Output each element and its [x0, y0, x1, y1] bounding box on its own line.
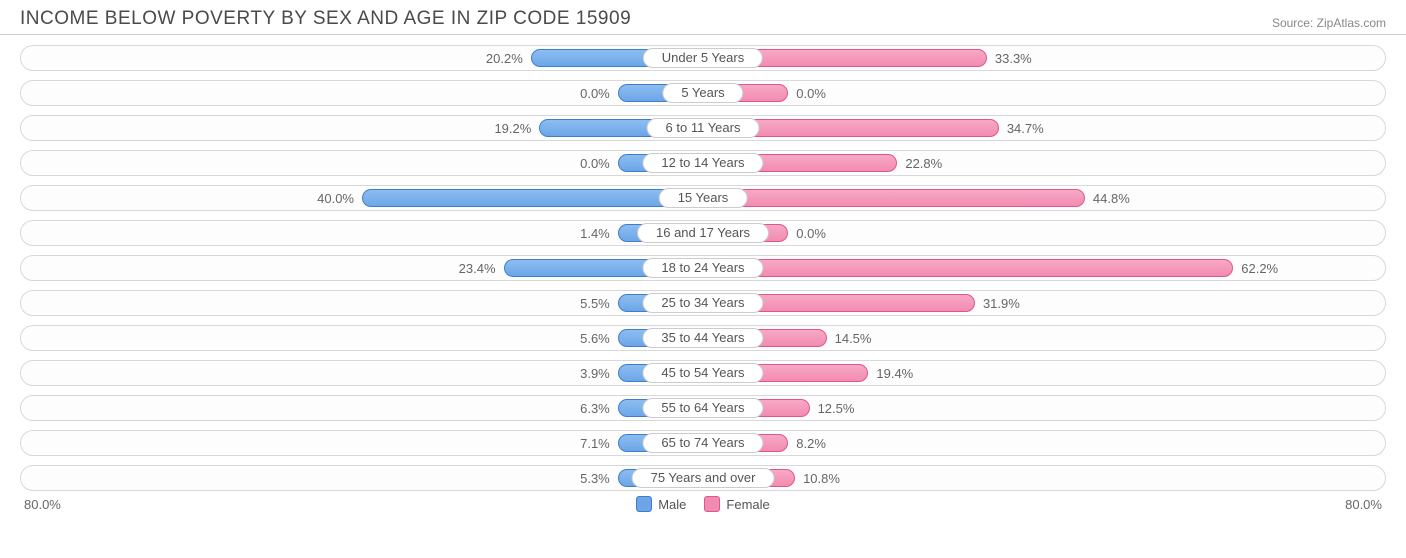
chart-row: 0.0% 22.8% 12 to 14 Years	[20, 150, 1386, 176]
value-label-female: 62.2%	[1241, 256, 1278, 282]
diverging-bar-chart: 20.2% 33.3% Under 5 Years 0.0% 0.0% 5 Years 19…	[0, 35, 1406, 491]
value-label-male: 7.1%	[580, 431, 610, 457]
value-label-female: 34.7%	[1007, 116, 1044, 142]
chart-footer: 80.0% Male Female 80.0%	[0, 496, 1406, 520]
chart-row: 0.0% 0.0% 5 Years	[20, 80, 1386, 106]
legend-swatch-female	[704, 496, 720, 512]
value-label-female: 44.8%	[1093, 186, 1130, 212]
chart-row: 19.2% 34.7% 6 to 11 Years	[20, 115, 1386, 141]
axis-max-right: 80.0%	[1345, 497, 1382, 512]
category-pill: 16 and 17 Years	[637, 223, 769, 243]
bar-female	[703, 189, 1085, 207]
legend-item-female: Female	[704, 496, 769, 512]
value-label-male: 5.3%	[580, 466, 610, 492]
chart-row: 40.0% 44.8% 15 Years	[20, 185, 1386, 211]
chart-row: 1.4% 0.0% 16 and 17 Years	[20, 220, 1386, 246]
category-pill: 55 to 64 Years	[642, 398, 763, 418]
value-label-male: 3.9%	[580, 361, 610, 387]
bar-male	[362, 189, 703, 207]
bar-female	[703, 259, 1233, 277]
value-label-male: 40.0%	[317, 186, 354, 212]
value-label-female: 12.5%	[818, 396, 855, 422]
chart-row: 5.3% 10.8% 75 Years and over	[20, 465, 1386, 491]
chart-row: 23.4% 62.2% 18 to 24 Years	[20, 255, 1386, 281]
category-pill: 75 Years and over	[632, 468, 775, 488]
value-label-female: 14.5%	[835, 326, 872, 352]
chart-row: 20.2% 33.3% Under 5 Years	[20, 45, 1386, 71]
value-label-female: 10.8%	[803, 466, 840, 492]
value-label-male: 0.0%	[580, 151, 610, 177]
legend-label-female: Female	[726, 497, 769, 512]
legend-swatch-male	[636, 496, 652, 512]
chart-row: 6.3% 12.5% 55 to 64 Years	[20, 395, 1386, 421]
legend-item-male: Male	[636, 496, 686, 512]
legend-label-male: Male	[658, 497, 686, 512]
value-label-male: 1.4%	[580, 221, 610, 247]
chart-row: 3.9% 19.4% 45 to 54 Years	[20, 360, 1386, 386]
value-label-female: 19.4%	[876, 361, 913, 387]
category-pill: 45 to 54 Years	[642, 363, 763, 383]
value-label-male: 20.2%	[486, 46, 523, 72]
chart-title: INCOME BELOW POVERTY BY SEX AND AGE IN Z…	[20, 8, 631, 30]
value-label-male: 19.2%	[494, 116, 531, 142]
value-label-female: 8.2%	[796, 431, 826, 457]
value-label-female: 31.9%	[983, 291, 1020, 317]
chart-header: INCOME BELOW POVERTY BY SEX AND AGE IN Z…	[0, 0, 1406, 35]
category-pill: 6 to 11 Years	[647, 118, 760, 138]
category-pill: Under 5 Years	[643, 48, 763, 68]
value-label-male: 0.0%	[580, 81, 610, 107]
value-label-female: 22.8%	[905, 151, 942, 177]
value-label-male: 6.3%	[580, 396, 610, 422]
value-label-male: 23.4%	[459, 256, 496, 282]
category-pill: 15 Years	[659, 188, 748, 208]
value-label-female: 0.0%	[796, 221, 826, 247]
category-pill: 12 to 14 Years	[642, 153, 763, 173]
value-label-male: 5.6%	[580, 326, 610, 352]
chart-row: 5.6% 14.5% 35 to 44 Years	[20, 325, 1386, 351]
category-pill: 65 to 74 Years	[642, 433, 763, 453]
value-label-female: 33.3%	[995, 46, 1032, 72]
axis-max-left: 80.0%	[24, 497, 61, 512]
category-pill: 25 to 34 Years	[642, 293, 763, 313]
value-label-male: 5.5%	[580, 291, 610, 317]
legend: Male Female	[636, 496, 770, 512]
category-pill: 18 to 24 Years	[642, 258, 763, 278]
chart-row: 7.1% 8.2% 65 to 74 Years	[20, 430, 1386, 456]
category-pill: 35 to 44 Years	[642, 328, 763, 348]
chart-row: 5.5% 31.9% 25 to 34 Years	[20, 290, 1386, 316]
category-pill: 5 Years	[662, 83, 743, 103]
chart-source: Source: ZipAtlas.com	[1272, 16, 1386, 30]
value-label-female: 0.0%	[796, 81, 826, 107]
